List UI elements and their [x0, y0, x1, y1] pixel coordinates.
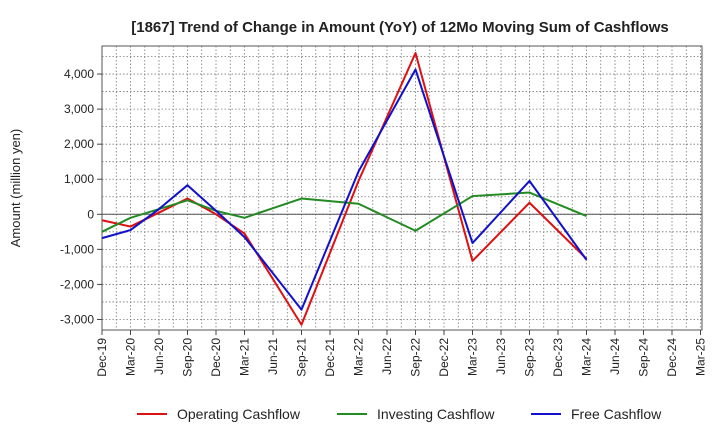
- legend: Operating Cashflow Investing Cashflow Free…: [137, 406, 662, 422]
- x-tick-label: Dec-22: [437, 338, 451, 377]
- y-axis-label: Amount (million yen): [8, 129, 23, 248]
- x-tick-label: Dec-19: [95, 338, 109, 377]
- y-tick-label: 1,000: [64, 172, 94, 186]
- series-line-operating-cashflow: [101, 52, 588, 326]
- y-tick-label: 2,000: [64, 137, 94, 151]
- x-tick-label: Mar-22: [352, 338, 366, 376]
- series-lines: [101, 52, 588, 326]
- chart-title: [1867] Trend of Change in Amount (YoY) o…: [131, 19, 669, 36]
- y-tick-label: -1,000: [60, 242, 94, 256]
- legend-label: Free Cashflow: [571, 406, 662, 422]
- y-tick-label: -3,000: [60, 312, 94, 326]
- x-tick-label: Sep-23: [523, 338, 537, 377]
- x-tick-label: Jun-20: [152, 338, 166, 375]
- y-tick-label: 4,000: [64, 67, 94, 81]
- y-tick-label: -2,000: [60, 277, 94, 291]
- grid-lines: [102, 46, 702, 330]
- plot-area: [101, 45, 703, 331]
- legend-label: Operating Cashflow: [177, 406, 301, 422]
- x-tick-label: Sep-21: [295, 338, 309, 377]
- x-tick-label: Jun-24: [608, 338, 622, 375]
- x-tick-label: Dec-20: [209, 338, 223, 377]
- series-line-investing-cashflow: [101, 191, 587, 233]
- x-tick-label: Mar-25: [694, 338, 708, 376]
- x-tick-label: Dec-24: [665, 338, 679, 377]
- x-tick-label: Sep-24: [637, 338, 651, 377]
- x-axis-ticks: Dec-19 Mar-20 Jun-20 Sep-20 Dec-20 Mar-21 Jun-…: [95, 330, 708, 377]
- series-line-free-cashflow: [101, 68, 588, 311]
- x-tick-label: Dec-23: [551, 338, 565, 377]
- x-tick-label: Mar-23: [466, 338, 480, 376]
- x-tick-label: Sep-20: [181, 338, 195, 377]
- y-tick-label: 3,000: [64, 102, 94, 116]
- legend-label: Investing Cashflow: [377, 406, 495, 422]
- y-tick-label: 0: [87, 207, 94, 221]
- y-axis-ticks: -3,000 -2,000 -1,000 0 1,000 2,000 3,000 4,000: [60, 67, 102, 326]
- x-tick-label: Mar-21: [238, 338, 252, 376]
- x-tick-label: Dec-21: [323, 338, 337, 377]
- x-tick-label: Sep-22: [409, 338, 423, 377]
- x-tick-label: Jun-22: [380, 338, 394, 375]
- x-tick-label: Jun-23: [494, 338, 508, 375]
- x-tick-label: Mar-24: [580, 338, 594, 376]
- x-tick-label: Jun-21: [266, 338, 280, 375]
- x-tick-label: Mar-20: [124, 338, 138, 376]
